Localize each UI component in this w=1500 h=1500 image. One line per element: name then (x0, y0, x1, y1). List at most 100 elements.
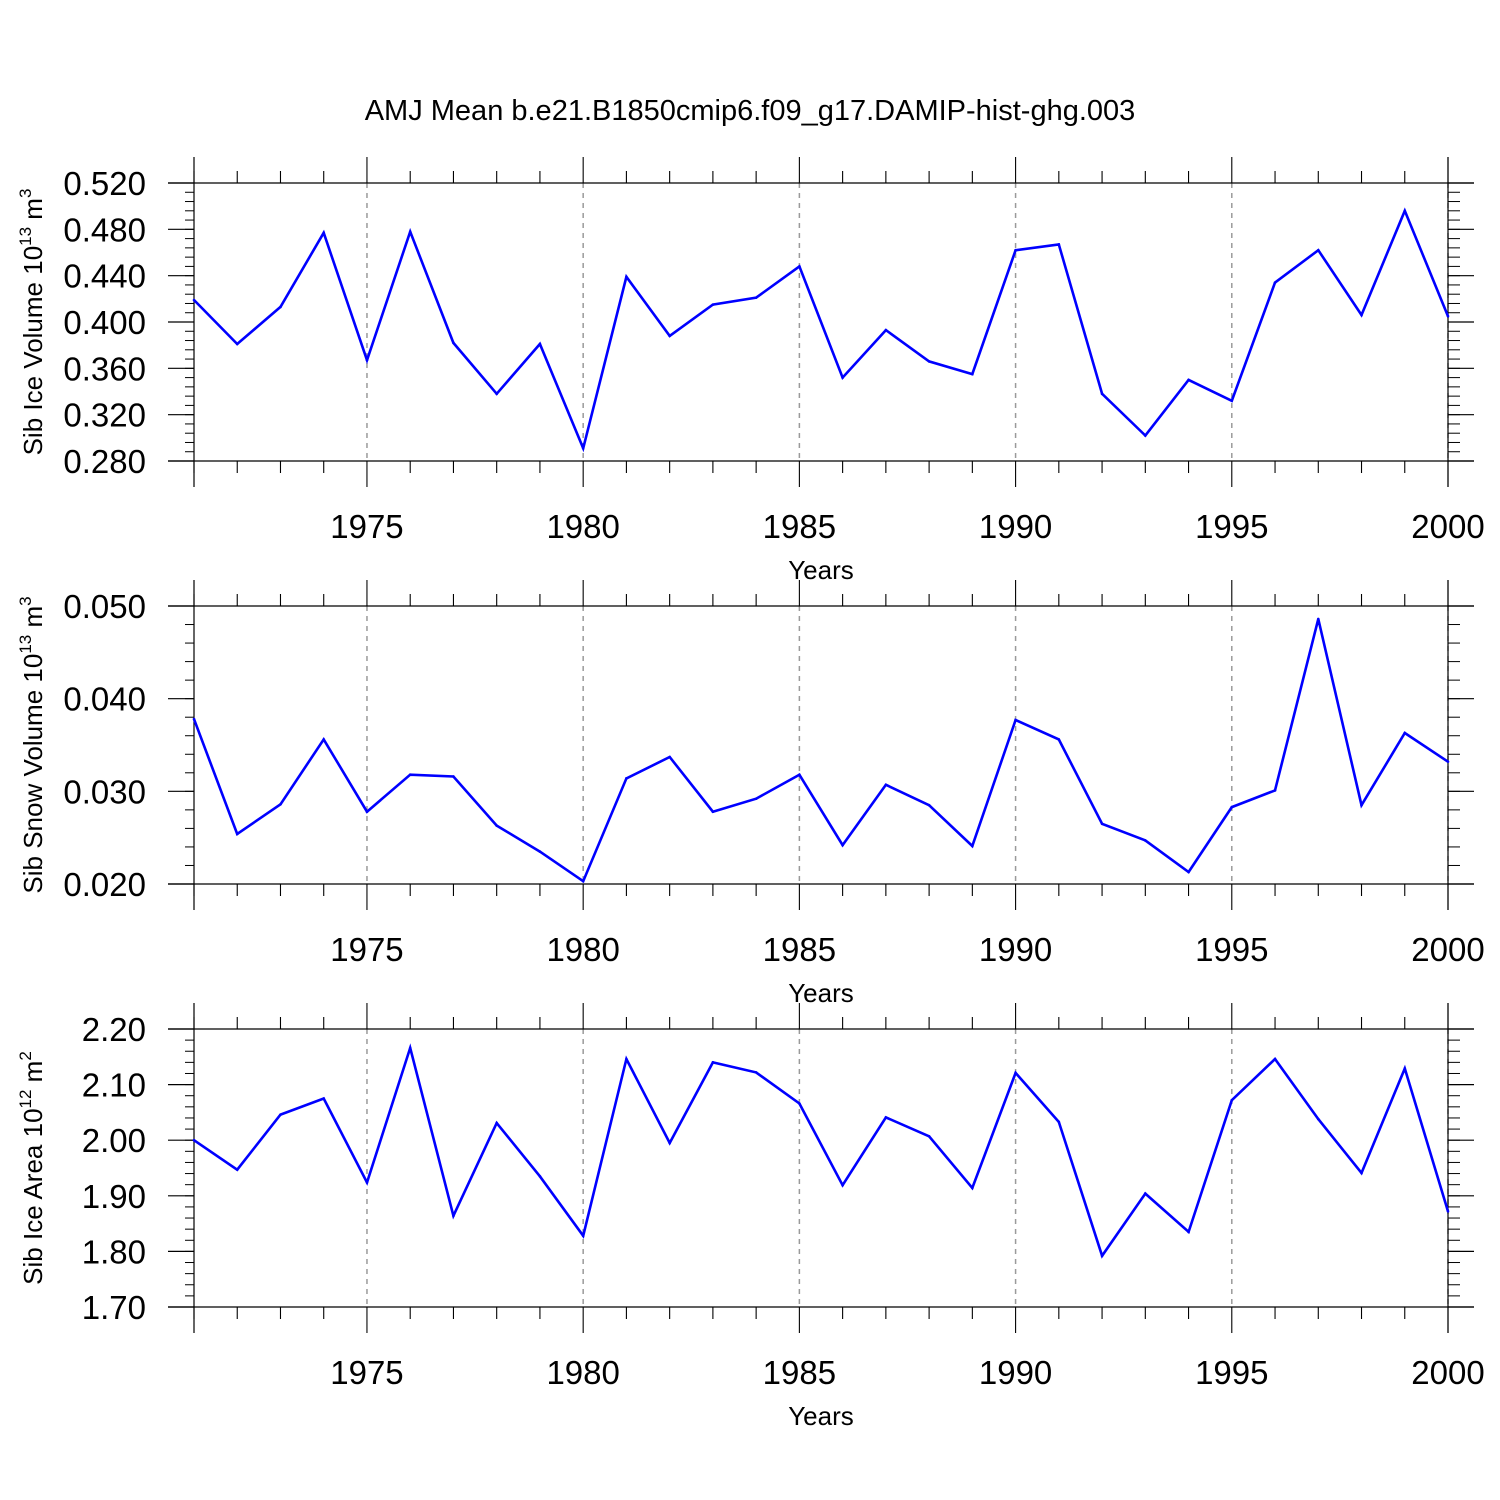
data-point (1230, 805, 1234, 809)
data-point (1403, 209, 1407, 213)
data-point (1100, 392, 1104, 396)
data-point (884, 783, 888, 787)
y-tick-label: 0.400 (63, 304, 146, 341)
data-point (452, 341, 455, 345)
data-point (452, 775, 455, 778)
data-point (365, 810, 369, 814)
y-tick-label: 0.050 (63, 588, 146, 625)
data-point (1360, 1171, 1363, 1175)
data-point (1230, 399, 1234, 403)
y-tick-label: 2.10 (82, 1067, 146, 1104)
y-axis-label-unit-exponent: 3 (16, 596, 35, 605)
y-tick-label: 1.70 (82, 1289, 146, 1326)
x-axis-label: Years (788, 555, 854, 585)
x-axis-label: Years (788, 1401, 854, 1431)
y-axis-label-unit: m (18, 606, 48, 635)
x-tick-label: 1975 (330, 508, 403, 545)
data-point (365, 358, 369, 362)
data-point (322, 738, 326, 741)
data-point (668, 334, 671, 338)
y-tick-label: 2.20 (82, 1011, 146, 1048)
data-point (884, 328, 888, 332)
data-point (1230, 1098, 1234, 1102)
y-tick-label: 0.360 (63, 350, 146, 387)
data-point (322, 1097, 326, 1100)
y-tick-label: 0.020 (63, 866, 146, 903)
data-point (1100, 1254, 1104, 1258)
x-tick-label: 2000 (1411, 508, 1484, 545)
data-point (1014, 1071, 1017, 1075)
data-point (841, 843, 844, 847)
data-point (1360, 313, 1363, 317)
data-point (1360, 803, 1363, 807)
x-tick-label: 1980 (546, 1354, 619, 1391)
data-point (1144, 1192, 1147, 1195)
y-axis-label: Sib Ice Area 1012 m2 (16, 1051, 48, 1285)
y-axis-label: Sib Ice Volume 1013 m3 (16, 189, 48, 456)
series-line (193, 1043, 1450, 1259)
x-tick-label: 1995 (1195, 1354, 1268, 1391)
y-tick-label: 0.320 (63, 397, 146, 434)
data-point (1057, 1120, 1061, 1124)
data-point (1316, 1117, 1320, 1121)
data-point (971, 1186, 974, 1190)
x-tick-label: 2000 (1411, 931, 1484, 968)
data-point (1187, 1230, 1190, 1234)
y-axis-label-unit: m (18, 198, 48, 227)
data-point (927, 360, 931, 363)
x-tick-label: 1975 (330, 1354, 403, 1391)
data-point (408, 773, 412, 776)
x-tick-label: 1995 (1195, 508, 1268, 545)
data-point (625, 1057, 628, 1061)
x-tick-label: 1985 (763, 931, 836, 968)
data-point (1057, 738, 1061, 741)
data-point (971, 372, 974, 376)
data-point (711, 1061, 715, 1064)
data-point (235, 1168, 239, 1171)
data-point (798, 773, 801, 776)
data-point (322, 231, 326, 235)
y-tick-label: 0.440 (63, 258, 146, 295)
series-line (192, 618, 1449, 884)
data-point (971, 844, 974, 848)
data-point (1316, 617, 1320, 621)
data-point (754, 797, 758, 801)
data-point (625, 275, 628, 279)
data-point (495, 1121, 498, 1125)
y-tick-label: 0.040 (63, 681, 146, 718)
x-tick-label: 2000 (1411, 1354, 1484, 1391)
y-axis-label-main: Sib Ice Area 10 (18, 1108, 48, 1284)
y-tick-label: 0.030 (63, 773, 146, 810)
data-point (495, 392, 498, 396)
data-point (235, 342, 239, 346)
data-point (625, 777, 628, 780)
data-point (1273, 789, 1277, 792)
data-point (927, 803, 931, 807)
data-point (408, 1046, 412, 1050)
data-point (711, 303, 715, 306)
y-tick-label: 2.00 (82, 1122, 146, 1159)
panel-1: 0.280 0.320 0.360 0.400 0.440 0.480 0.520 1975 1… (16, 157, 1485, 585)
data-point (668, 755, 671, 759)
data-point (668, 1141, 671, 1145)
data-point (1316, 248, 1320, 252)
data-point (1014, 718, 1017, 722)
x-tick-label: 1990 (979, 1354, 1052, 1391)
y-axis-label-exponent: 12 (16, 1090, 35, 1109)
data-point (538, 1175, 542, 1178)
x-tick-label: 1980 (546, 508, 619, 545)
y-tick-label: 1.90 (82, 1178, 146, 1215)
data-point (1014, 248, 1017, 252)
data-point (1273, 281, 1277, 284)
y-axis-label-unit: m (18, 1061, 48, 1090)
data-point (711, 810, 715, 814)
data-point (192, 717, 196, 721)
y-tick-label: 0.520 (63, 165, 146, 202)
data-point (408, 230, 412, 233)
data-point (365, 1181, 369, 1184)
data-point (1403, 731, 1407, 735)
data-point (192, 1138, 196, 1142)
data-point (754, 296, 758, 299)
panel-3: 1.70 1.80 1.90 2.00 2.10 2.20 1975 1980 1985 1990… (16, 1003, 1485, 1431)
